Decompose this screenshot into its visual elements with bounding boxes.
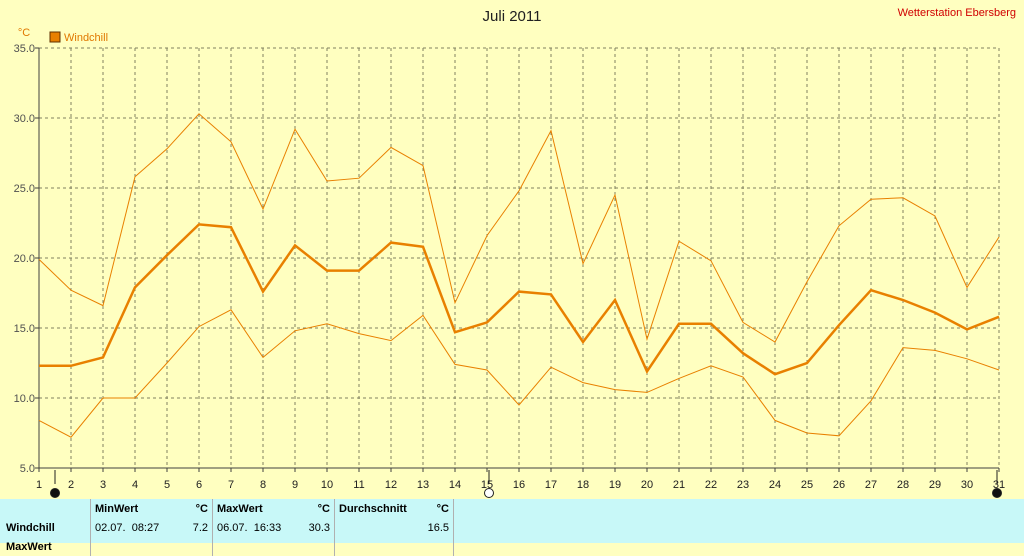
x-tick-label: 31 bbox=[993, 479, 1005, 491]
x-tick-label: 8 bbox=[260, 479, 266, 491]
x-tick-label: 18 bbox=[577, 479, 589, 491]
min-value: 7.2 bbox=[192, 521, 208, 534]
series-line-average bbox=[39, 223, 1000, 376]
y-axis-ticks: 5.0 10.0 15.0 20.0 25.0 30.0 35.0 bbox=[14, 43, 39, 475]
legend: Windchill bbox=[49, 31, 108, 44]
stats-panel: MinWert °C MaxWert °C Durchschnitt °C Wi… bbox=[0, 499, 1024, 556]
x-tick-label: 28 bbox=[897, 479, 909, 491]
series-line-max bbox=[38, 113, 1000, 343]
new-moon-marker bbox=[50, 488, 60, 498]
x-tick-label: 23 bbox=[737, 479, 749, 491]
max-header: MaxWert bbox=[212, 499, 296, 518]
y-tick-label: 35.0 bbox=[14, 43, 35, 55]
avg-header: Durchschnitt bbox=[334, 499, 423, 518]
stats-next-row-label: MaxWert bbox=[6, 540, 52, 553]
x-axis-ticks: 1 2 3 4 5 6 7 8 9 10 11 12 13 14 15 16 17 18 19 20 21 22 23 24 2… bbox=[36, 468, 1005, 491]
x-tick-label: 19 bbox=[609, 479, 621, 491]
chart-area: Juli 2011 Wetterstation Ebersberg °C Win… bbox=[14, 7, 1016, 498]
legend-label-windchill: Windchill bbox=[64, 32, 108, 44]
y-tick-label: 20.0 bbox=[14, 253, 35, 265]
x-tick-label: 20 bbox=[641, 479, 653, 491]
x-tick-label: 4 bbox=[132, 479, 138, 491]
avg-unit: °C bbox=[436, 502, 449, 515]
x-tick-label: 11 bbox=[353, 479, 364, 491]
full-moon-marker bbox=[484, 488, 494, 498]
x-tick-label: 6 bbox=[196, 479, 202, 491]
x-tick-label: 21 bbox=[673, 479, 685, 491]
min-datetime: 02.07. 08:27 bbox=[90, 518, 174, 537]
x-tick-label: 14 bbox=[449, 479, 461, 491]
y-tick-label: 25.0 bbox=[14, 183, 35, 195]
x-tick-label: 24 bbox=[769, 479, 781, 491]
x-tick-label: 2 bbox=[68, 479, 74, 491]
station-name: Wetterstation Ebersberg bbox=[898, 7, 1016, 19]
x-tick-label: 12 bbox=[385, 479, 397, 491]
series-lines bbox=[38, 113, 1000, 438]
y-tick-label: 15.0 bbox=[14, 323, 35, 335]
new-moon-marker bbox=[992, 488, 1002, 498]
min-unit: °C bbox=[195, 502, 208, 515]
series-line-min bbox=[38, 309, 1000, 438]
x-tick-label: 29 bbox=[929, 479, 941, 491]
x-tick-label: 26 bbox=[833, 479, 845, 491]
moon-phase-markers bbox=[50, 470, 1002, 498]
y-tick-label: 5.0 bbox=[20, 463, 35, 475]
y-axis-unit: °C bbox=[18, 27, 30, 39]
x-tick-label: 22 bbox=[705, 479, 717, 491]
max-datetime: 06.07. 16:33 bbox=[212, 518, 296, 537]
max-unit: °C bbox=[317, 502, 330, 515]
x-tick-label: 13 bbox=[417, 479, 429, 491]
x-tick-label: 7 bbox=[228, 479, 234, 491]
x-tick-label: 15 bbox=[481, 479, 493, 491]
max-value: 30.3 bbox=[308, 521, 330, 534]
x-tick-label: 16 bbox=[513, 479, 525, 491]
x-tick-label: 1 bbox=[36, 479, 42, 491]
y-tick-label: 30.0 bbox=[14, 113, 35, 125]
stats-table: MinWert °C MaxWert °C Durchschnitt °C Wi… bbox=[0, 499, 462, 556]
min-header: MinWert bbox=[90, 499, 174, 518]
x-tick-label: 10 bbox=[321, 479, 333, 491]
x-tick-label: 25 bbox=[801, 479, 813, 491]
x-tick-label: 3 bbox=[100, 479, 106, 491]
x-tick-label: 5 bbox=[164, 479, 170, 491]
y-tick-label: 10.0 bbox=[14, 393, 35, 405]
x-tick-label: 27 bbox=[865, 479, 877, 491]
chart-title: Juli 2011 bbox=[483, 8, 542, 25]
x-tick-label: 9 bbox=[292, 479, 298, 491]
x-tick-label: 17 bbox=[545, 479, 557, 491]
stats-row-label: Windchill bbox=[6, 521, 55, 534]
legend-swatch bbox=[49, 31, 61, 43]
avg-value: 16.5 bbox=[427, 521, 449, 534]
x-tick-label: 30 bbox=[961, 479, 973, 491]
